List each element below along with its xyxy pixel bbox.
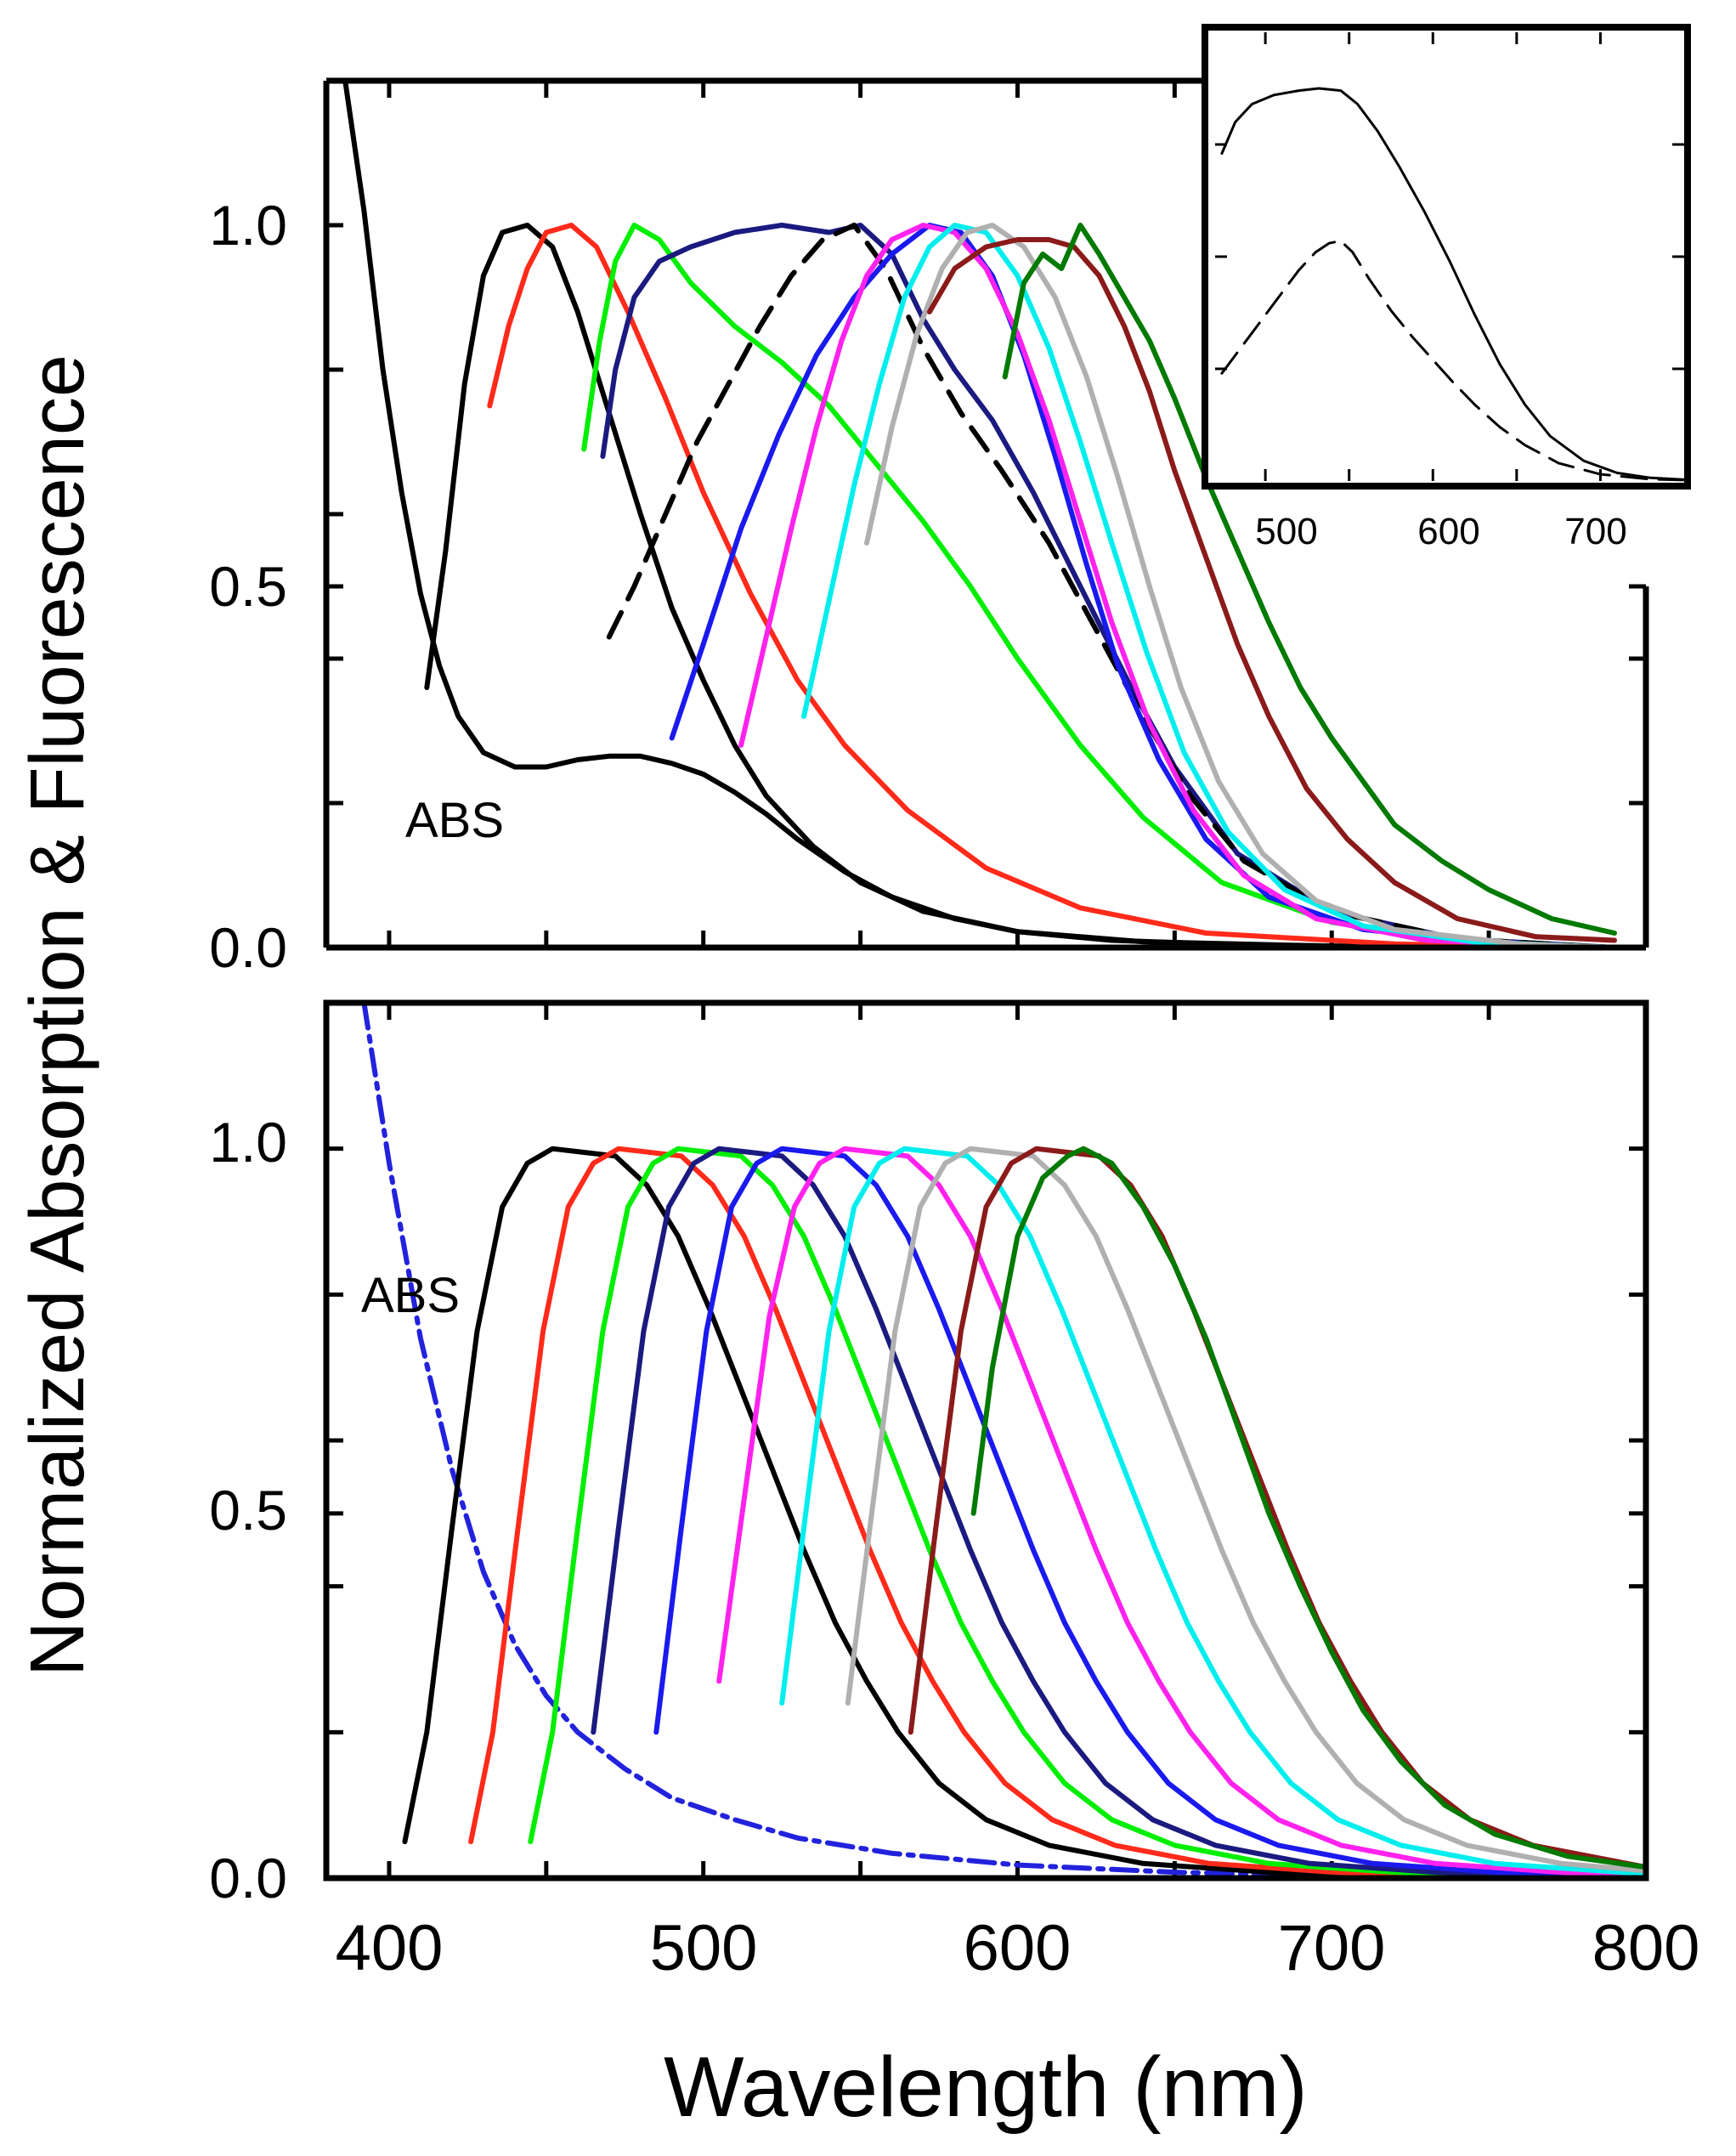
top-panel-frame xyxy=(323,77,1649,951)
bottom-abs-annotation: ABS xyxy=(361,1268,460,1323)
top-series-ex530 xyxy=(801,223,1617,948)
x-tick-label-500: 500 xyxy=(650,1912,758,1984)
inset-series-dashed xyxy=(1220,240,1684,482)
x-axis-label: Wavelength (nm) xyxy=(664,2040,1308,2135)
top-y-tick-label-2: 1.0 xyxy=(209,194,287,257)
bottom-panel-plot xyxy=(361,1003,1646,1878)
inset-x-tick-label-700: 700 xyxy=(1564,511,1626,552)
top-y-tick-label-1: 0.5 xyxy=(209,555,287,618)
top-series-ex550 xyxy=(864,223,1617,948)
inset-x-tick-label-500: 500 xyxy=(1255,511,1317,552)
top-series-ex410 xyxy=(424,223,1617,948)
top-series-ex460 xyxy=(581,223,1617,948)
x-tick-label-800: 800 xyxy=(1592,1912,1700,1984)
top-series-ex570 xyxy=(926,237,1617,943)
bottom-series-em2 xyxy=(468,1146,1646,1878)
inset-panel: 500 600 700 xyxy=(1202,24,1691,552)
inset-series-solid xyxy=(1220,87,1684,481)
top-panel-plot xyxy=(342,81,1617,948)
bottom-series-em7 xyxy=(779,1146,1646,1876)
top-abs-annotation: ABS xyxy=(405,793,504,848)
y-axis-label: Normalized Absorption & Fluorescence xyxy=(15,354,100,1677)
bottom-series-em6 xyxy=(716,1146,1646,1878)
bottom-panel: 0.0 0.5 1.0 ABS 400 500 600 700 800 Wave… xyxy=(209,999,1700,2135)
bottom-series-ABS xyxy=(361,1003,1646,1878)
top-series-ex-dashed xyxy=(606,223,1617,948)
top-y-tick-label-0: 0.0 xyxy=(209,916,287,979)
bottom-series-em8 xyxy=(845,1146,1646,1874)
bottom-y-tick-label-2: 1.0 xyxy=(209,1111,287,1174)
bottom-y-tick-label-1: 0.5 xyxy=(209,1479,287,1542)
x-tick-label-600: 600 xyxy=(964,1912,1072,1984)
top-panel: 0.0 0.5 1.0 ABS xyxy=(209,77,1649,979)
bottom-series-em3 xyxy=(528,1146,1646,1878)
top-series-ex510 xyxy=(738,223,1617,948)
inset-panel-plot xyxy=(1220,87,1684,482)
bottom-series-em4 xyxy=(591,1146,1646,1878)
inset-x-tick-label-600: 600 xyxy=(1417,511,1479,552)
x-tick-label-700: 700 xyxy=(1278,1912,1386,1984)
top-series-ex430 xyxy=(487,223,1617,948)
bottom-panel-frame xyxy=(323,999,1649,1882)
bottom-series-em5 xyxy=(653,1146,1646,1878)
bottom-y-tick-label-0: 0.0 xyxy=(209,1847,287,1910)
top-series-ex590 xyxy=(1002,223,1617,936)
bottom-series-em1 xyxy=(402,1146,1646,1878)
x-tick-label-400: 400 xyxy=(336,1912,444,1984)
bottom-series-em10 xyxy=(970,1146,1646,1870)
